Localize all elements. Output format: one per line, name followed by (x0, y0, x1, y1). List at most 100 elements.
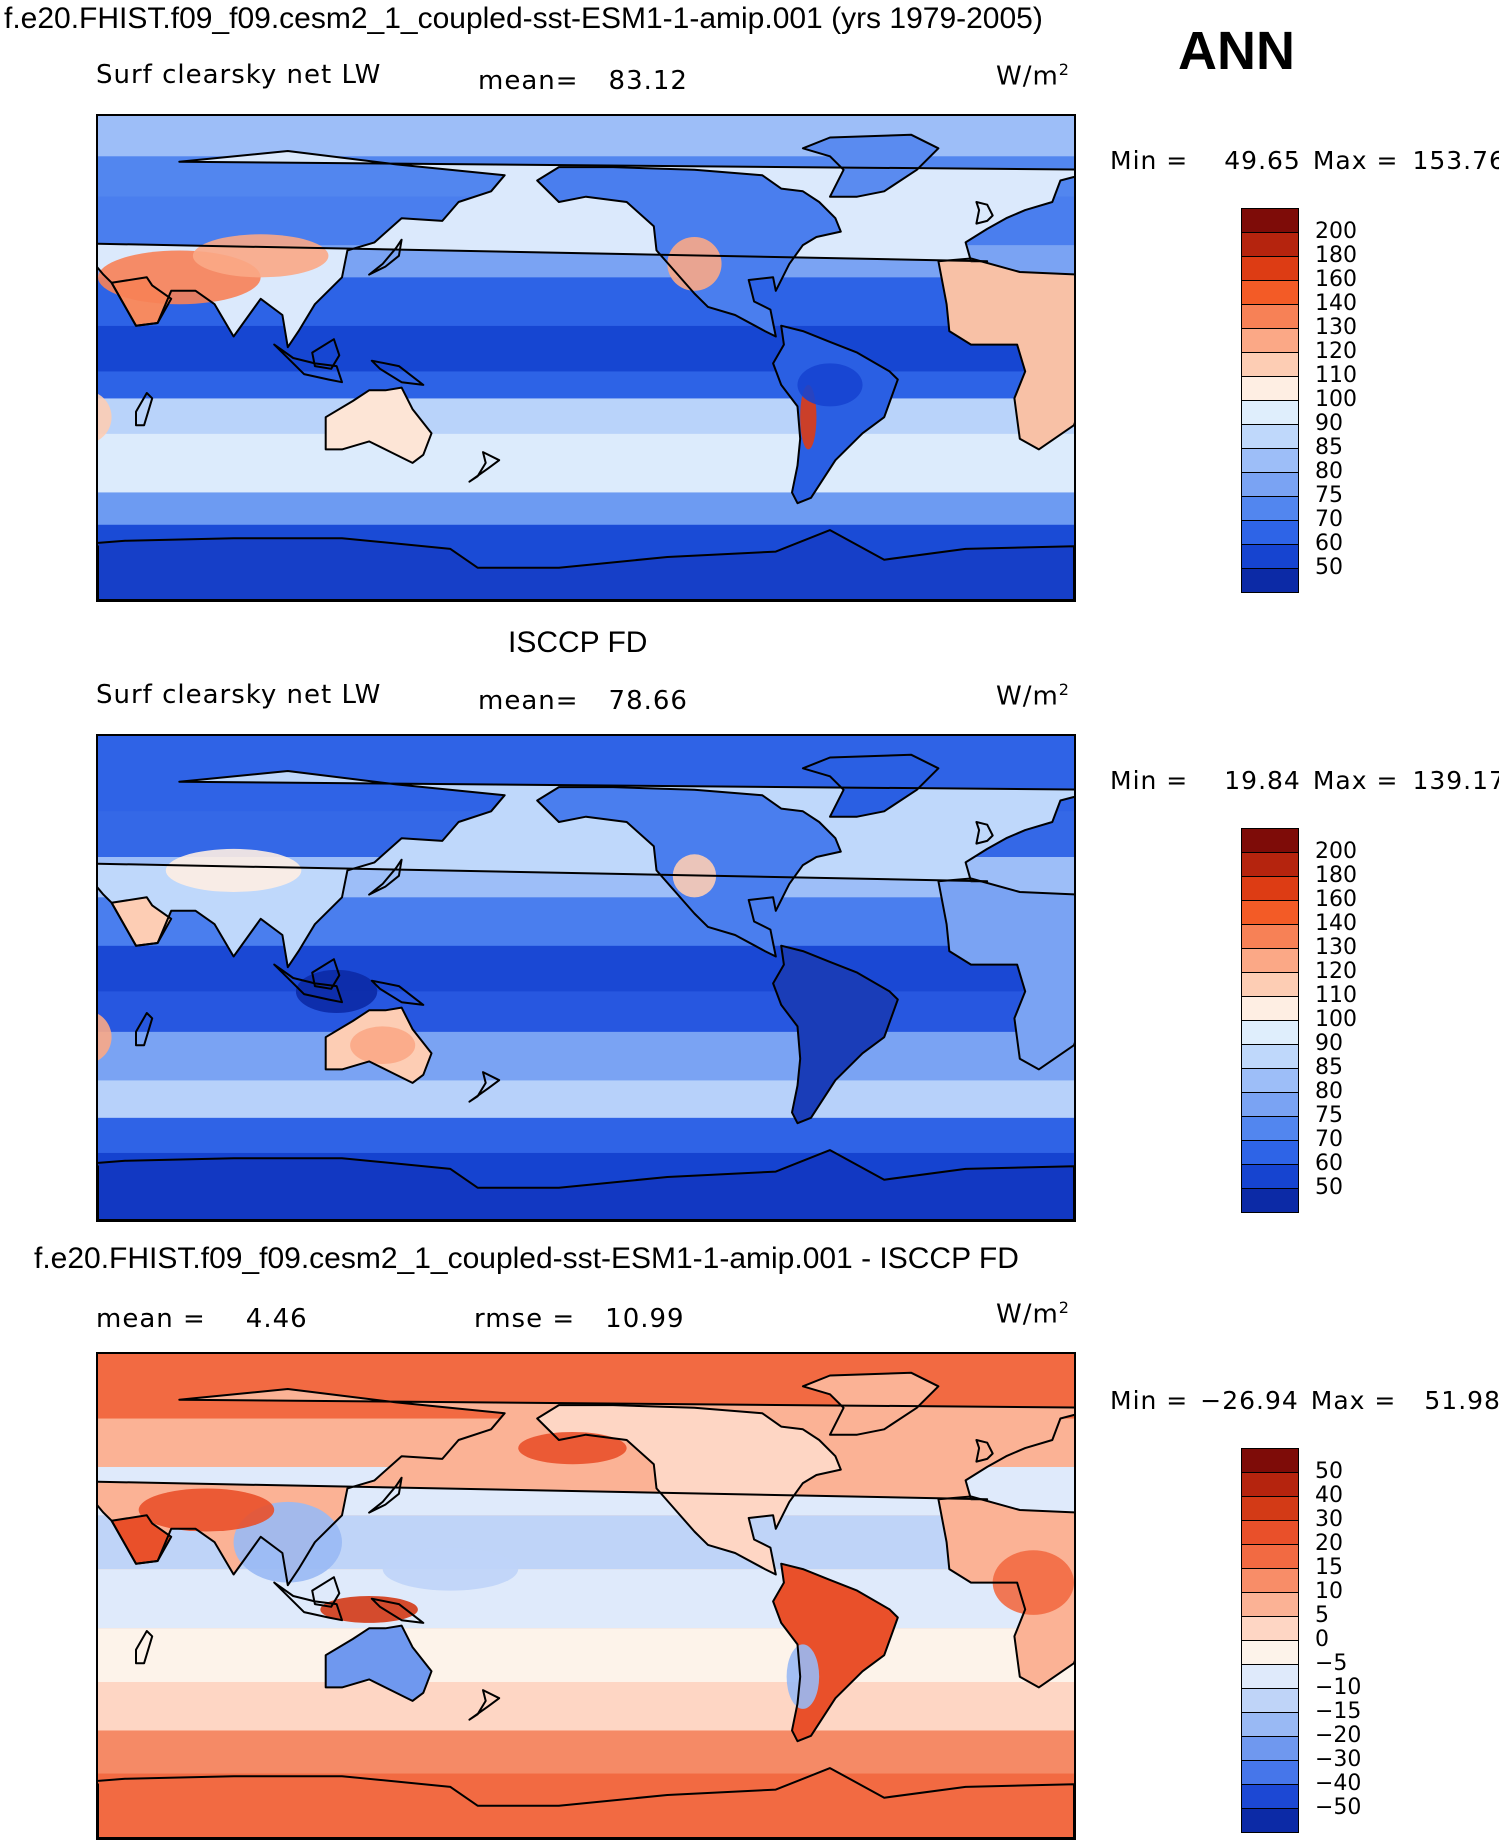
colorbar-tick-label: 50 (1315, 1175, 1343, 1200)
panel3-rmse: rmse = 10.99 (474, 1306, 685, 1332)
panel1-mean-label: mean= (478, 66, 579, 96)
colorbar-tick-label: −20 (1315, 1723, 1362, 1748)
map-land-fill (773, 945, 898, 1124)
map-coastline (975, 821, 994, 845)
map-coastline (135, 1012, 154, 1047)
map-latitude-band (98, 945, 1074, 992)
map-field-feature (786, 1644, 820, 1709)
colorbar-swatch (1241, 568, 1299, 593)
map-coastline (98, 1767, 1074, 1838)
colorbar-tick-label: 140 (1315, 291, 1357, 316)
colorbar-tick-label: 85 (1315, 435, 1343, 460)
colorbar-swatch (1241, 996, 1299, 1021)
colorbar-tick-label: 50 (1315, 1459, 1343, 1484)
map-coastline (324, 1624, 433, 1702)
colorbar-swatch (1241, 1472, 1299, 1497)
colorbar-tick-label: 160 (1315, 887, 1357, 912)
map-latitude-band (98, 991, 1074, 1032)
map-latitude-band (98, 325, 1074, 372)
map-coastline (110, 276, 173, 327)
colorbar-swatch (1241, 376, 1299, 401)
map-coastline (370, 979, 425, 1006)
colorbar-tick-label: −30 (1315, 1747, 1362, 1772)
map-coastline (370, 359, 425, 386)
panel3-mean-label: mean = (96, 1304, 206, 1334)
colorbar-swatch (1241, 448, 1299, 473)
panel1-minmax: Min = 49.65 Max = 153.76 (1110, 148, 1499, 173)
map-coastline (937, 877, 1074, 1071)
map-coastline (311, 958, 341, 990)
map-coastline (801, 133, 940, 198)
panel3-minmax: Min = −26.94 Max = 51.98 (1110, 1388, 1499, 1413)
colorbar-tick-label: 130 (1315, 935, 1357, 960)
colorbar-swatch (1241, 900, 1299, 925)
map-coastline (772, 1562, 899, 1743)
panel3-map (96, 1352, 1076, 1840)
colorbar-swatch (1241, 1092, 1299, 1117)
season-label: ANN (1178, 21, 1295, 81)
colorbar-swatch (1241, 1664, 1299, 1689)
map-land-fill (802, 134, 939, 197)
map-field-feature (518, 1431, 627, 1465)
colorbar-swatch (1241, 256, 1299, 281)
colorbar-tick-label: 100 (1315, 387, 1357, 412)
colorbar-swatch (1241, 472, 1299, 497)
panel2-min-value: 19.84 (1224, 766, 1301, 795)
panel3-max-label: Max = (1310, 1386, 1397, 1415)
colorbar-swatch (1241, 1568, 1299, 1593)
map-coastline (536, 1404, 842, 1576)
panel1-mean: mean= 83.12 (478, 68, 688, 94)
colorbar-tick-label: 5 (1315, 1603, 1329, 1628)
map-land-fill (325, 387, 432, 463)
map-coastline (110, 896, 173, 947)
map-latitude-band (98, 492, 1074, 525)
map-latitude-band (98, 1628, 1074, 1683)
colorbar-swatch (1241, 1140, 1299, 1165)
colorbar-swatch (1241, 208, 1299, 233)
colorbar-swatch (1241, 304, 1299, 329)
map-field-feature (192, 234, 329, 278)
map-coastline (368, 1476, 403, 1514)
colorbar-swatch (1241, 424, 1299, 449)
map-land-fill (98, 771, 1074, 968)
colorbar-swatch (1241, 828, 1299, 853)
colorbar-swatch (1241, 544, 1299, 569)
map-coastline (468, 1689, 501, 1721)
colorbar-swatch (1241, 876, 1299, 901)
colorbar-swatch (1241, 1116, 1299, 1141)
map-coastline (937, 1495, 1074, 1689)
map-coastline (98, 150, 1074, 349)
panel2-mean-label: mean= (478, 686, 579, 716)
colorbar-tick-label: 110 (1315, 983, 1357, 1008)
colorbar-tick-label: 90 (1315, 1031, 1343, 1056)
colorbar-tick-label: 160 (1315, 267, 1357, 292)
panel3-min-label: Min = (1110, 1386, 1189, 1415)
map-land-fill (325, 1625, 432, 1701)
colorbar-tick-label: −10 (1315, 1675, 1362, 1700)
panel2-units-exp: 2 (1058, 680, 1070, 699)
colorbar-swatch (1241, 1760, 1299, 1785)
map-canvas (98, 116, 1074, 600)
map-field-feature (98, 393, 112, 441)
panel1-max-label: Max = (1312, 146, 1399, 175)
colorbar-tick-label: 100 (1315, 1007, 1357, 1032)
colorbar-tick-label: 110 (1315, 363, 1357, 388)
map-land-fill (802, 754, 939, 817)
colorbar-swatch (1241, 1188, 1299, 1213)
colorbar-tick-label: 70 (1315, 1127, 1343, 1152)
colorbar-swatch (1241, 1164, 1299, 1189)
map-canvas (98, 736, 1074, 1220)
panel2-mean-value: 78.66 (608, 686, 688, 716)
panel1-title: f.e20.FHIST.f09_f09.cesm2_1_coupled-sst-… (4, 2, 1043, 35)
map-latitude-band (98, 1730, 1074, 1774)
colorbar-swatch (1241, 852, 1299, 877)
colorbar-tick-label: 40 (1315, 1483, 1343, 1508)
colorbar-swatch (1241, 1640, 1299, 1665)
colorbar-tick-label: 120 (1315, 959, 1357, 984)
colorbar-swatch (1241, 280, 1299, 305)
colorbar-tick-label: 180 (1315, 243, 1357, 268)
colorbar-swatch (1241, 400, 1299, 425)
map-land-fill (938, 1496, 1074, 1688)
map-coastline (975, 201, 994, 225)
colorbar-tick-label: −40 (1315, 1771, 1362, 1796)
